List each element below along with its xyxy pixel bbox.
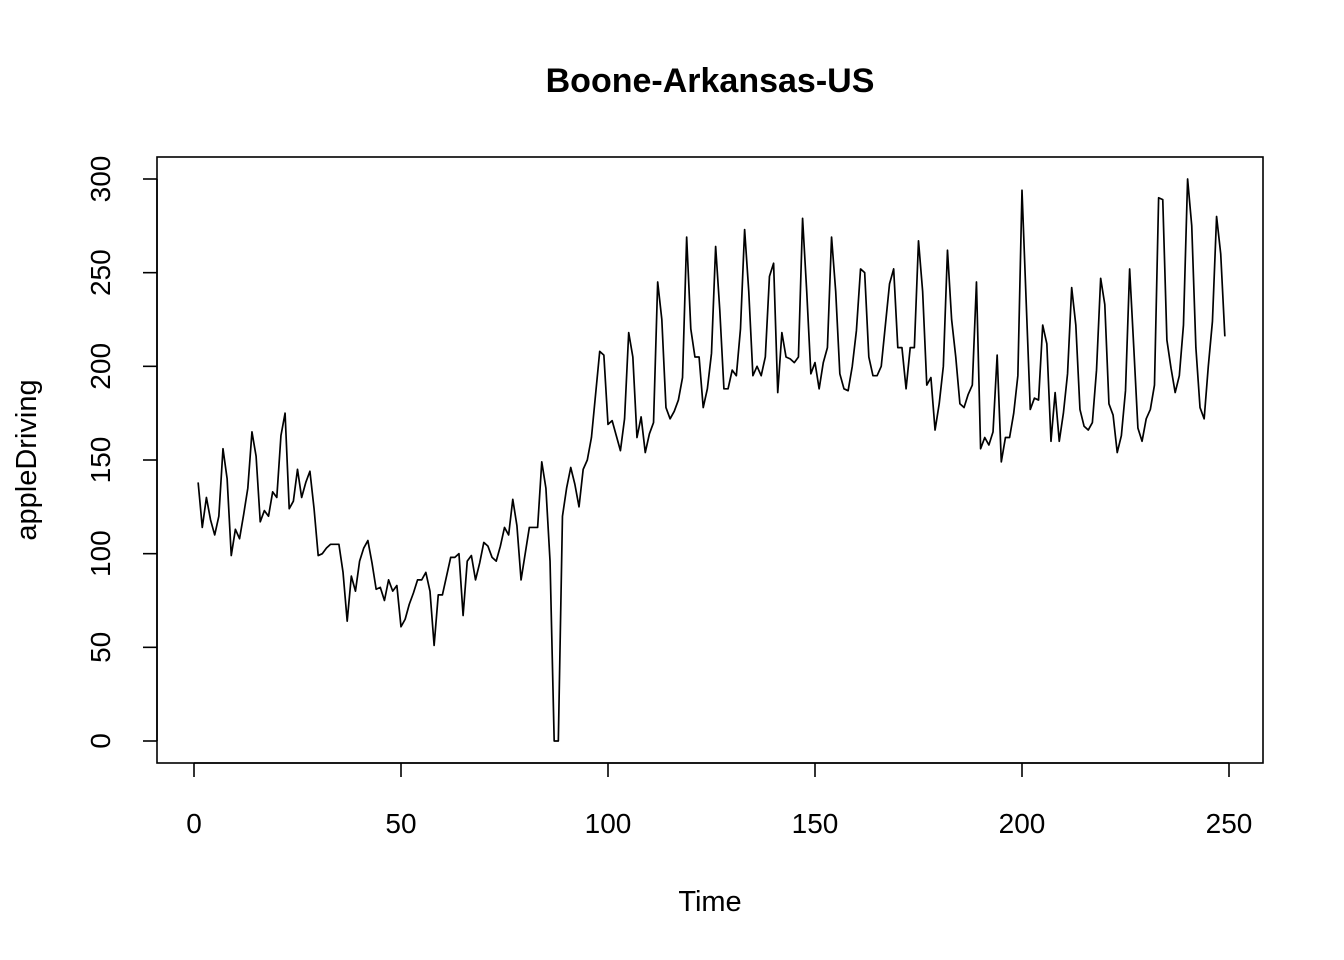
x-tick-label: 200 (999, 808, 1046, 839)
x-tick-label: 0 (186, 808, 202, 839)
y-tick-label: 0 (85, 733, 116, 749)
y-tick-label: 300 (85, 156, 116, 203)
x-axis-label: Time (678, 886, 741, 918)
plot-frame (156, 156, 1264, 764)
y-tick-label: 250 (85, 249, 116, 296)
y-axis-label: appleDriving (11, 379, 43, 540)
x-axis: 0 50 100 150 200 250 (186, 762, 1253, 839)
y-tick-label: 150 (85, 437, 116, 484)
series-line (197, 178, 1226, 742)
y-tick-label: 100 (85, 530, 116, 577)
y-tick-label: 50 (85, 632, 116, 663)
x-tick-label: 250 (1206, 808, 1253, 839)
x-tick-label: 150 (792, 808, 839, 839)
x-tick-label: 100 (585, 808, 632, 839)
y-axis: 0 50 100 150 200 250 300 (85, 156, 158, 749)
x-tick-label: 50 (385, 808, 416, 839)
chart-title: Boone-Arkansas-US (546, 62, 875, 100)
y-tick-label: 200 (85, 343, 116, 390)
